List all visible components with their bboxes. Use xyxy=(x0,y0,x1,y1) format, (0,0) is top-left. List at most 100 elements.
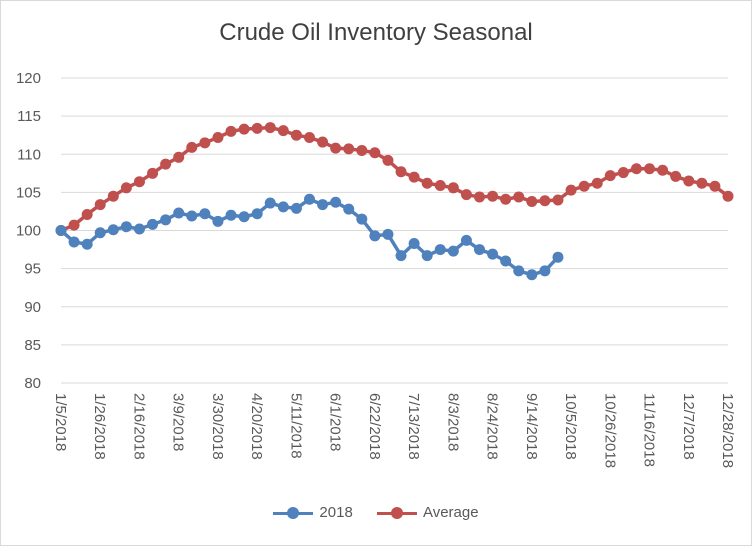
data-point xyxy=(317,136,329,148)
data-point xyxy=(225,125,237,137)
y-tick-label: 120 xyxy=(16,70,41,87)
data-point xyxy=(604,170,616,182)
data-point xyxy=(474,244,486,256)
data-point xyxy=(107,190,119,202)
data-point xyxy=(107,224,119,236)
data-point xyxy=(186,141,198,153)
x-axis-ticks: 1/5/2018 1/26/2018 2/16/2018 3/9/2018 3/30/2… xyxy=(52,393,736,468)
data-point xyxy=(408,237,420,249)
x-tick-label: 4/20/2018 xyxy=(248,393,265,460)
data-point xyxy=(552,251,564,263)
y-axis-ticks: 80 85 90 95 100 105 110 115 120 xyxy=(16,70,41,392)
data-point xyxy=(290,202,302,214)
x-tick-label: 12/28/2018 xyxy=(719,393,736,468)
data-point xyxy=(290,129,302,141)
data-point xyxy=(408,171,420,183)
y-tick-label: 105 xyxy=(16,184,41,201)
legend-label-2018: 2018 xyxy=(319,504,353,521)
data-point xyxy=(238,211,250,223)
x-tick-label: 11/16/2018 xyxy=(641,393,658,467)
data-point xyxy=(434,180,446,192)
data-point xyxy=(395,166,407,178)
x-tick-label: 6/22/2018 xyxy=(366,393,383,460)
data-point xyxy=(487,190,499,202)
data-point xyxy=(81,238,93,250)
data-point xyxy=(264,197,276,209)
data-point xyxy=(539,265,551,277)
data-point xyxy=(526,196,538,208)
data-point xyxy=(238,123,250,135)
data-point xyxy=(395,250,407,262)
y-tick-label: 80 xyxy=(24,375,41,392)
data-point xyxy=(552,194,564,206)
data-point xyxy=(447,245,459,257)
data-point xyxy=(251,122,263,134)
data-point xyxy=(277,201,289,213)
data-point xyxy=(343,143,355,155)
series-line xyxy=(59,197,560,277)
data-point xyxy=(330,196,342,208)
legend-label-average: Average xyxy=(422,504,479,521)
data-point xyxy=(709,180,721,192)
data-point xyxy=(68,219,80,231)
y-tick-label: 100 xyxy=(16,223,41,240)
data-point xyxy=(212,215,224,227)
data-point xyxy=(330,142,342,154)
data-point xyxy=(264,122,276,134)
data-point xyxy=(683,175,695,187)
x-tick-label: 3/9/2018 xyxy=(170,393,187,451)
data-point xyxy=(630,163,642,175)
data-point xyxy=(303,193,315,205)
chart-title: Crude Oil Inventory Seasonal xyxy=(219,19,533,46)
data-point xyxy=(487,248,499,260)
data-point xyxy=(317,199,329,211)
x-tick-label: 9/14/2018 xyxy=(523,393,540,460)
data-point xyxy=(212,131,224,143)
data-point xyxy=(382,228,394,240)
data-point xyxy=(657,164,669,176)
data-point xyxy=(474,191,486,203)
data-point xyxy=(94,227,106,239)
data-point xyxy=(369,147,381,159)
data-point xyxy=(160,158,172,170)
x-tick-label: 10/5/2018 xyxy=(562,393,579,460)
data-point xyxy=(186,210,198,222)
x-tick-label: 7/13/2018 xyxy=(405,393,422,460)
data-point xyxy=(369,230,381,242)
data-point xyxy=(500,193,512,205)
y-tick-label: 85 xyxy=(24,337,41,354)
data-point xyxy=(513,191,525,203)
data-point xyxy=(94,199,106,211)
data-point xyxy=(591,177,603,189)
data-point xyxy=(133,176,145,188)
legend-item-2018: 2018 xyxy=(273,504,353,521)
data-point xyxy=(356,213,368,225)
data-point xyxy=(120,221,132,233)
data-point xyxy=(147,218,159,230)
x-tick-label: 8/24/2018 xyxy=(484,393,501,460)
y-tick-label: 95 xyxy=(24,261,41,278)
data-point xyxy=(120,182,132,194)
data-point xyxy=(526,269,538,281)
y-tick-label: 115 xyxy=(17,108,41,125)
x-tick-label: 3/30/2018 xyxy=(209,393,226,460)
data-point xyxy=(617,167,629,179)
data-point xyxy=(382,154,394,166)
series-average xyxy=(55,122,734,236)
data-point xyxy=(68,236,80,248)
data-point xyxy=(356,144,368,156)
x-tick-label: 10/26/2018 xyxy=(601,393,618,468)
data-point xyxy=(251,208,263,220)
data-point xyxy=(277,125,289,137)
data-point xyxy=(147,167,159,179)
x-tick-label: 12/7/2018 xyxy=(680,393,697,460)
data-point xyxy=(670,170,682,182)
data-point xyxy=(513,265,525,277)
x-tick-label: 2/16/2018 xyxy=(130,393,147,460)
data-point xyxy=(460,234,472,246)
data-point xyxy=(696,177,708,189)
gridlines xyxy=(61,77,728,384)
chart-legend: 2018 Average xyxy=(1,504,751,523)
